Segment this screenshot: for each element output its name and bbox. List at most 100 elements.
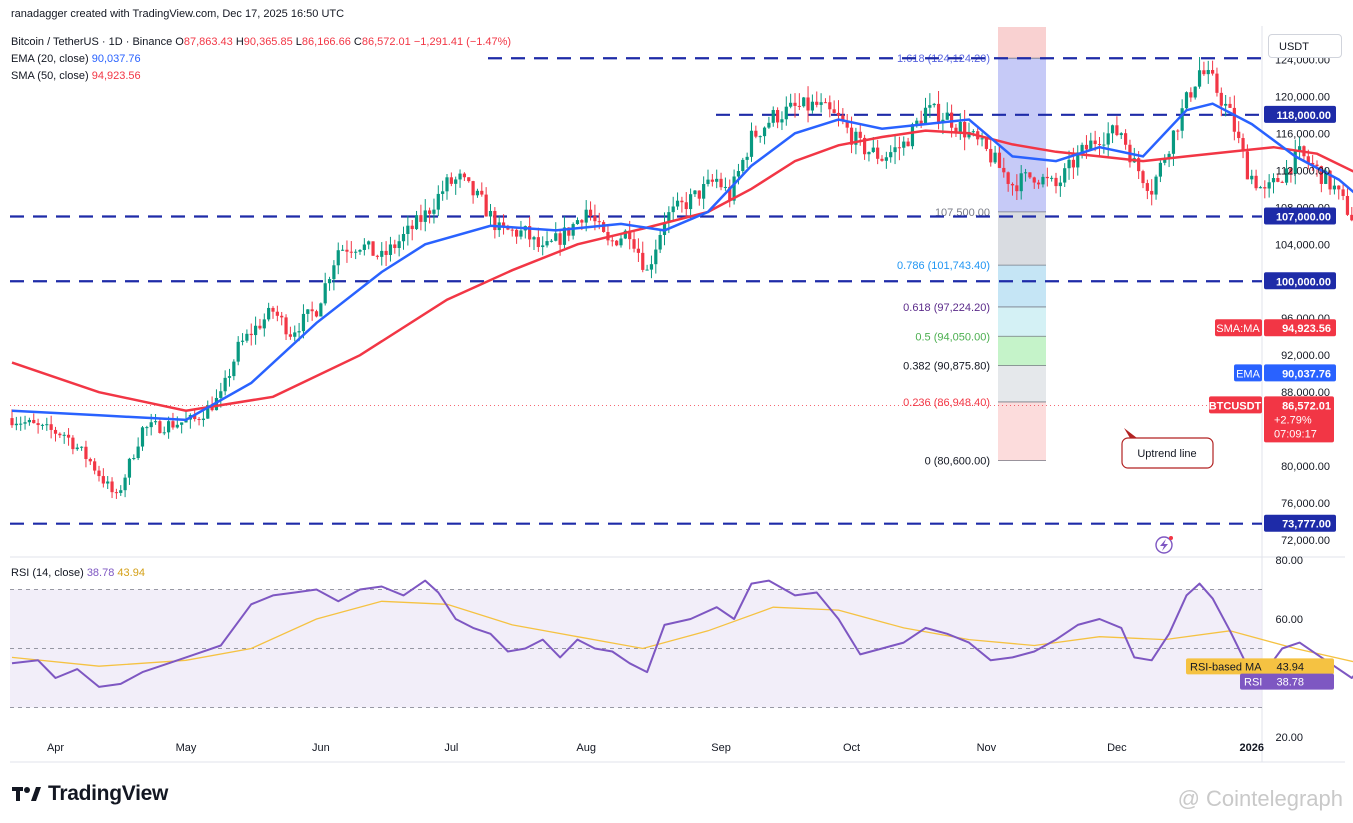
- tradingview-logo[interactable]: TradingView: [12, 782, 168, 806]
- candle-body: [245, 333, 249, 341]
- candle-body: [806, 97, 810, 111]
- currency-button[interactable]: USDT: [1268, 34, 1342, 58]
- candle-body: [963, 121, 967, 138]
- candle-body: [123, 477, 127, 491]
- candle-body: [414, 215, 419, 230]
- candle-body: [1028, 172, 1032, 178]
- candle-body: [923, 107, 928, 125]
- candle-body: [1324, 170, 1328, 184]
- level-badge-3[interactable]: [1264, 514, 1336, 532]
- candle-body: [776, 110, 780, 123]
- candle-body: [271, 307, 275, 312]
- candle-body: [649, 264, 654, 270]
- rsi-legend[interactable]: RSI (14, close) 38.78 43.94: [11, 567, 145, 579]
- candle-body: [19, 423, 23, 425]
- alert-lightning-icon[interactable]: [1155, 536, 1173, 554]
- candle-body: [515, 229, 519, 237]
- candle-body: [1271, 178, 1276, 183]
- candle-body: [293, 332, 297, 337]
- candle-body: [71, 437, 75, 450]
- candle-body: [536, 237, 540, 248]
- candle-body: [423, 210, 427, 222]
- price-pane[interactable]: [10, 26, 1262, 554]
- candle-body: [397, 241, 401, 249]
- ohlc-o-label: O: [175, 36, 184, 48]
- rsi-line[interactable]: [11, 579, 1353, 720]
- candle-body: [1232, 107, 1236, 132]
- candle-body: [275, 311, 279, 316]
- candle-body: [784, 106, 788, 120]
- candle-body: [758, 136, 762, 138]
- sma-line[interactable]: [11, 129, 1353, 412]
- candle-body: [475, 190, 480, 196]
- candle-body: [884, 157, 888, 161]
- candle-body: [306, 309, 310, 314]
- ohlc-high: 90,365.85: [243, 36, 293, 48]
- annotation-pointer: [1124, 428, 1137, 438]
- sma-price-badge[interactable]: [1264, 319, 1336, 337]
- candle-body: [10, 418, 14, 426]
- candle-body: [1219, 92, 1223, 106]
- ema-legend[interactable]: EMA (20, close) 90,037.76: [11, 53, 141, 65]
- brand-text: TradingView: [48, 782, 169, 805]
- candle-body: [428, 210, 432, 214]
- candle-body: [1145, 183, 1149, 191]
- candle-body: [1311, 162, 1315, 165]
- time-tick-8: Dec: [1107, 742, 1127, 754]
- candle-body: [675, 200, 680, 207]
- time-tick-4: Aug: [576, 742, 596, 754]
- rsi-ma-badge[interactable]: [1186, 658, 1334, 675]
- candle-body: [715, 178, 719, 182]
- candle-body: [628, 230, 632, 240]
- candle-body: [62, 434, 66, 436]
- candle-body: [619, 238, 623, 246]
- candle-body: [854, 131, 858, 145]
- candle-body: [1063, 168, 1067, 183]
- candle-body: [697, 190, 701, 199]
- candle-body: [1202, 70, 1206, 75]
- candle-body: [980, 138, 984, 140]
- tradingview-logo-icon: [12, 787, 41, 801]
- level-badge-1-text: 107,000.00: [1276, 212, 1331, 224]
- ema-tag: [1234, 364, 1262, 382]
- rsi-ma-line[interactable]: [11, 600, 1353, 698]
- fib-zone-2: [998, 265, 1046, 307]
- candle-body: [1215, 73, 1219, 93]
- level-badge-0[interactable]: [1264, 105, 1336, 123]
- candle-body: [327, 279, 332, 284]
- symbol-legend[interactable]: Bitcoin / TetherUS · 1D · Binance O87,86…: [11, 36, 511, 48]
- candle-body: [810, 101, 814, 111]
- time-tick-0: Apr: [47, 742, 64, 754]
- last-price-badge[interactable]: [1264, 396, 1334, 443]
- candle-body: [1023, 172, 1028, 174]
- candle-body: [436, 193, 440, 210]
- candle-body: [1332, 185, 1336, 190]
- ema-line[interactable]: [11, 102, 1353, 422]
- sma-legend[interactable]: SMA (50, close) 94,923.56: [11, 70, 141, 82]
- uptrend-annotation-text: Uptrend line: [1137, 448, 1196, 460]
- price-tick-11: 76,000.00: [1281, 498, 1330, 510]
- candle-body: [501, 222, 506, 226]
- candle-body: [206, 405, 210, 419]
- candle-body: [749, 130, 754, 157]
- candle-body: [384, 250, 388, 255]
- candle-body: [910, 124, 915, 147]
- candle-body: [1071, 159, 1075, 168]
- candle-body: [1276, 178, 1280, 182]
- rsi-badge[interactable]: [1240, 673, 1334, 690]
- uptrend-annotation[interactable]: [1121, 437, 1214, 469]
- candle-body: [1197, 70, 1202, 87]
- level-badge-1[interactable]: [1264, 207, 1336, 225]
- fib-label-2: 0.618 (97,224.20): [903, 302, 990, 314]
- candle-body: [1058, 182, 1062, 187]
- ema-price-badge[interactable]: [1264, 364, 1336, 382]
- candle-body: [232, 361, 236, 377]
- candle-body: [432, 209, 436, 214]
- candle-body: [314, 311, 319, 317]
- level-badge-2[interactable]: [1264, 272, 1336, 290]
- candle-body: [362, 244, 366, 250]
- sma-price-badge-text: 94,923.56: [1282, 323, 1331, 335]
- candle-body: [1050, 177, 1054, 179]
- candle-body: [1002, 167, 1006, 173]
